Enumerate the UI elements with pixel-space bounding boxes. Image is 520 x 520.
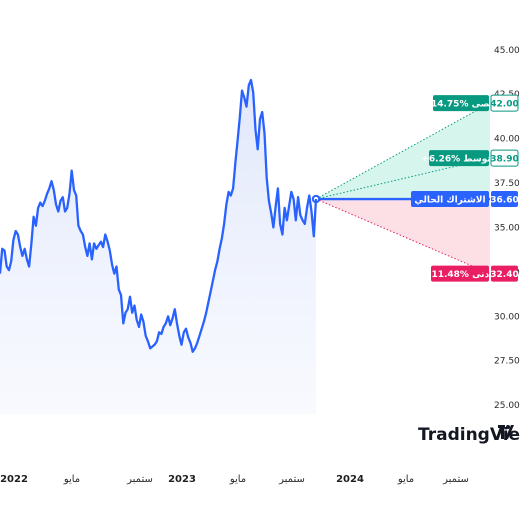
x-tick-label: 2024 [336, 474, 364, 485]
forecast-value-label: 42.00 [490, 100, 518, 110]
x-tick-label: مايو [63, 474, 80, 485]
y-tick-label: 35.00 [494, 223, 520, 233]
x-axis: 2022 مايو ستمبر 2023 مايو ستمبر 2024 مايو ستمبر [0, 474, 469, 485]
forecast-value-label: 32.40 [490, 270, 518, 280]
y-tick-label: 27.50 [494, 357, 520, 367]
x-tick-label: مايو [397, 474, 414, 485]
forecast-tag-box [411, 191, 489, 208]
forecast-value-label: 38.90 [490, 155, 518, 165]
logo-text: TradingView [418, 425, 520, 445]
y-tick-label: 30.00 [494, 312, 520, 322]
y-tick-label: 45.00 [494, 46, 520, 56]
x-tick-label: 2023 [168, 474, 196, 485]
forecast-low-line [315, 198, 491, 275]
forecast-tag-label: +14.75% أقصى [423, 98, 498, 110]
forecast-tag-label: الاشتراك الحالي [414, 196, 485, 206]
tv-logo-icon [498, 425, 514, 439]
forecast-tag-box [433, 95, 489, 112]
y-tick-label: 25.00 [494, 401, 520, 411]
price-area [0, 80, 316, 414]
forecast-tag-label: -11.48% أدنى [428, 268, 493, 280]
forecast-value-box [491, 265, 518, 282]
forecast-high-line [315, 102, 491, 200]
forecast-tag-label: +6.26% متوسط [421, 155, 496, 165]
price-line [0, 78, 318, 353]
y-tick-label: 37.50 [494, 179, 520, 189]
price-area-fill [0, 80, 316, 414]
price-series-line [0, 78, 318, 353]
x-tick-label: ستمبر [126, 474, 153, 485]
x-tick-label: ستمبر [442, 474, 469, 485]
tradingview-logo: TradingView [418, 425, 520, 445]
forecast-zones [316, 103, 490, 274]
forecast-tag-current: الاشتراك الحالي 36.60 [411, 191, 519, 208]
x-tick-label: مايو [229, 474, 246, 485]
forecast-value-label: 36.60 [490, 196, 518, 206]
x-tick-label: 2022 [0, 474, 28, 485]
forecast-value-box [491, 191, 518, 208]
forecast-tag-box [429, 150, 489, 167]
forecast-value-box [490, 149, 519, 167]
forecast-tag-box [431, 265, 489, 282]
forecast-value-box [490, 94, 519, 112]
y-tick-label: 40.00 [494, 135, 520, 145]
x-tick-label: ستمبر [278, 474, 305, 485]
